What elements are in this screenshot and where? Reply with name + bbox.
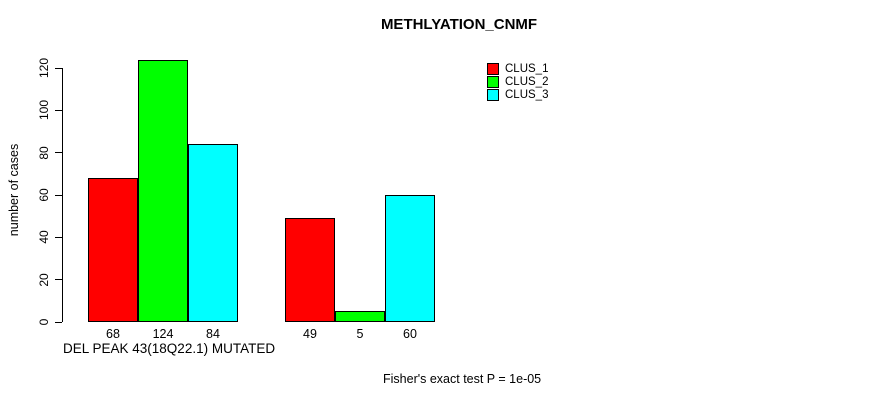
y-axis-tick-label: 60 <box>37 188 51 202</box>
y-axis-tick <box>55 236 62 238</box>
y-axis-tick-label: 80 <box>37 145 51 160</box>
legend-row-clus_1: CLUS_1 <box>487 62 548 75</box>
bar-value-label: 60 <box>403 327 417 341</box>
bar-value-label: 68 <box>106 327 120 341</box>
y-axis-tick <box>55 279 62 281</box>
bar-value-label: 124 <box>152 327 174 341</box>
x-axis-label: DEL PEAK 43(18Q22.1) MUTATED <box>63 341 276 356</box>
bar-group-2-clus_3 <box>385 195 435 322</box>
bar-value-label: 49 <box>303 327 317 341</box>
y-axis-tick-label: 40 <box>37 230 51 245</box>
y-axis-tick-label: 0 <box>37 318 51 326</box>
y-axis-tick-label: 100 <box>37 100 51 121</box>
fisher-test-note: Fisher's exact test P = 1e-05 <box>383 372 542 386</box>
y-axis-tick <box>55 152 62 154</box>
chart-title: METHLYATION_CNMF <box>380 16 538 33</box>
legend-swatch-icon <box>487 75 499 88</box>
legend-label: CLUS_2 <box>505 75 549 88</box>
y-axis-tick-label: 120 <box>37 57 51 79</box>
legend-swatch-icon <box>487 62 499 75</box>
y-axis-tick <box>55 109 62 111</box>
legend-label: CLUS_3 <box>505 89 549 102</box>
bar-value-label: 84 <box>206 327 220 341</box>
bar-group-2-clus_1 <box>285 218 335 322</box>
legend: CLUS_1 CLUS_2 CLUS_3 <box>487 62 548 102</box>
y-axis-tick <box>55 67 62 69</box>
y-axis-tick <box>55 194 62 196</box>
legend-row-clus_3: CLUS_3 <box>487 89 548 102</box>
y-axis-tick <box>55 321 62 323</box>
bar-group-1-clus_3 <box>188 144 238 322</box>
legend-row-clus_2: CLUS_2 <box>487 75 548 88</box>
bar-group-1-clus_2 <box>138 60 188 322</box>
bar-group-1-clus_1 <box>88 178 138 322</box>
legend-swatch-icon <box>487 89 499 102</box>
y-axis-tick-label: 20 <box>37 272 51 287</box>
y-axis-label: number of cases <box>7 143 21 237</box>
bar-value-label: 5 <box>356 327 364 341</box>
legend-label: CLUS_1 <box>505 62 549 75</box>
bar-group-2-clus_2 <box>335 311 385 322</box>
y-axis-line <box>62 68 63 322</box>
